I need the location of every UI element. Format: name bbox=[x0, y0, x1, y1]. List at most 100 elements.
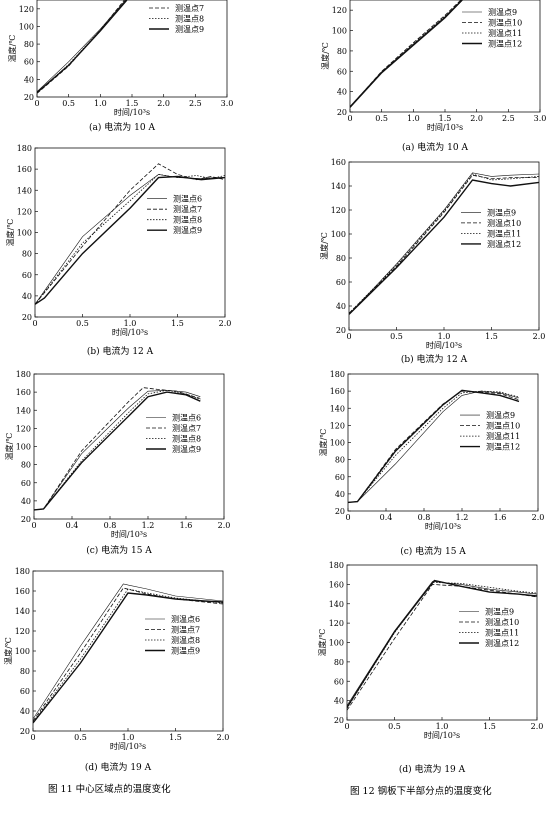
x-tick-label: 0 bbox=[30, 733, 35, 742]
legend-label: 测温点6 bbox=[173, 195, 202, 204]
chart-c12d: 0 0.5 1.0 1.5 2.0 20 40 60 80 100 120 140 160 180 时间/1… bbox=[317, 561, 543, 775]
y-tick-label: 80 bbox=[20, 667, 30, 676]
y-tick-label: 80 bbox=[334, 658, 344, 667]
series-line bbox=[348, 390, 520, 503]
x-tick-label: 2.5 bbox=[189, 99, 202, 108]
y-tick-label: 120 bbox=[332, 6, 347, 15]
chart-c12b: 0 0.5 1.0 1.5 2.0 20 40 60 80 100 120 140 160 时间/10³s… bbox=[319, 158, 545, 365]
subplot-caption: (b) 电流为 12 A bbox=[401, 353, 468, 365]
x-tick-label: 1.2 bbox=[142, 521, 155, 530]
chart-c11d: 0 0.5 1.0 1.5 2.0 20 40 60 80 100 120 140 160 180 时间/1… bbox=[3, 567, 229, 773]
y-tick-label: 60 bbox=[24, 58, 34, 67]
x-tick-label: 2.0 bbox=[470, 114, 483, 123]
y-tick-label: 60 bbox=[337, 67, 347, 76]
y-tick-label: 60 bbox=[20, 687, 30, 696]
chart-c11b: 0 0.5 1.0 1.5 2.0 20 40 60 80 100 120 140 160 180 时间/1… bbox=[5, 144, 231, 357]
legend-label: 测温点10 bbox=[488, 19, 522, 28]
subplot-caption: (b) 电流为 12 A bbox=[87, 345, 154, 357]
x-tick-label: 1.2 bbox=[456, 513, 469, 522]
legend-label: 测温点9 bbox=[485, 608, 514, 617]
series-line bbox=[348, 390, 520, 503]
y-tick-label: 160 bbox=[330, 387, 345, 396]
y-tick-label: 160 bbox=[16, 388, 31, 397]
y-tick-label: 140 bbox=[17, 186, 32, 195]
series-line bbox=[350, 0, 462, 108]
y-tick-label: 40 bbox=[335, 490, 345, 499]
x-tick-label: 3.0 bbox=[221, 99, 234, 108]
x-axis-label: 时间/10³s bbox=[110, 741, 146, 751]
y-tick-label: 160 bbox=[329, 580, 344, 589]
x-tick-label: 1.0 bbox=[438, 332, 451, 341]
y-tick-label: 120 bbox=[16, 424, 31, 433]
y-tick-label: 20 bbox=[334, 716, 344, 725]
legend-label: 测温点7 bbox=[173, 205, 202, 214]
legend-label: 测温点9 bbox=[175, 25, 204, 34]
y-tick-label: 100 bbox=[332, 27, 347, 36]
legend-label: 测温点9 bbox=[171, 647, 200, 656]
legend-label: 测温点12 bbox=[485, 639, 519, 648]
x-tick-label: 1.5 bbox=[126, 99, 139, 108]
x-tick-label: 0.5 bbox=[390, 332, 403, 341]
x-tick-label: 0.5 bbox=[76, 319, 89, 328]
subplot-caption: (a) 电流为 10 A bbox=[89, 121, 155, 133]
x-tick-label: 2.0 bbox=[157, 99, 170, 108]
series-line bbox=[33, 592, 223, 724]
y-tick-label: 80 bbox=[21, 461, 31, 470]
chart-c12a: 0 0.5 1.0 1.5 2.0 2.5 3.0 20 40 60 80 100 120 时间/10³s… bbox=[320, 0, 546, 153]
series-line bbox=[348, 389, 520, 504]
y-tick-label: 180 bbox=[330, 370, 345, 379]
y-axis-label: 温度/℃ bbox=[7, 35, 17, 63]
y-axis-label: 温度/℃ bbox=[5, 219, 15, 247]
x-tick-label: 0 bbox=[346, 332, 351, 341]
y-tick-label: 140 bbox=[15, 607, 30, 616]
y-tick-label: 140 bbox=[16, 406, 31, 415]
legend-label: 测温点8 bbox=[173, 216, 202, 225]
x-tick-label: 0 bbox=[347, 114, 352, 123]
legend-label: 测温点12 bbox=[488, 40, 522, 49]
x-tick-label: 2.5 bbox=[502, 114, 515, 123]
y-tick-label: 100 bbox=[330, 439, 345, 448]
y-axis-label: 温度/℃ bbox=[320, 42, 330, 70]
y-tick-label: 60 bbox=[22, 271, 32, 280]
y-tick-label: 100 bbox=[329, 639, 344, 648]
x-axis-label: 时间/10³s bbox=[427, 122, 463, 132]
y-tick-label: 40 bbox=[20, 707, 30, 716]
x-axis-label: 时间/10³s bbox=[426, 340, 462, 350]
x-tick-label: 0.5 bbox=[375, 114, 388, 123]
y-tick-label: 100 bbox=[15, 647, 30, 656]
y-tick-label: 80 bbox=[336, 254, 346, 263]
y-axis-label: 温度/℃ bbox=[3, 637, 13, 665]
x-tick-label: 1.5 bbox=[439, 114, 452, 123]
legend-label: 测温点9 bbox=[172, 445, 201, 454]
x-tick-label: 0.5 bbox=[74, 733, 87, 742]
y-tick-label: 100 bbox=[19, 22, 34, 31]
subplot-caption: (d) 电流为 19 A bbox=[399, 763, 466, 775]
y-tick-label: 80 bbox=[335, 456, 345, 465]
x-tick-label: 1.0 bbox=[407, 114, 420, 123]
legend-label: 测温点8 bbox=[171, 636, 200, 645]
y-tick-label: 80 bbox=[22, 250, 32, 259]
y-tick-label: 140 bbox=[330, 404, 345, 413]
series-line bbox=[33, 583, 223, 720]
y-tick-label: 140 bbox=[329, 600, 344, 609]
legend-label: 测温点11 bbox=[486, 432, 520, 441]
series-line bbox=[347, 579, 537, 708]
y-tick-label: 40 bbox=[337, 88, 347, 97]
series-line bbox=[347, 581, 537, 709]
legend-label: 测温点6 bbox=[171, 615, 200, 624]
legend-label: 测温点9 bbox=[173, 226, 202, 235]
legend-label: 测温点10 bbox=[487, 219, 521, 228]
series-line bbox=[35, 163, 225, 305]
x-tick-label: 1.5 bbox=[171, 319, 184, 328]
y-tick-label: 40 bbox=[22, 292, 32, 301]
y-tick-label: 160 bbox=[331, 158, 346, 167]
y-tick-label: 120 bbox=[15, 627, 30, 636]
series-line bbox=[37, 0, 128, 94]
legend-label: 测温点9 bbox=[487, 208, 516, 217]
legend-label: 测温点7 bbox=[172, 424, 201, 433]
y-tick-label: 60 bbox=[334, 677, 344, 686]
legend-label: 测温点9 bbox=[488, 8, 517, 17]
x-tick-label: 2.0 bbox=[218, 521, 231, 530]
y-tick-label: 100 bbox=[331, 230, 346, 239]
x-tick-label: 0.5 bbox=[62, 99, 75, 108]
